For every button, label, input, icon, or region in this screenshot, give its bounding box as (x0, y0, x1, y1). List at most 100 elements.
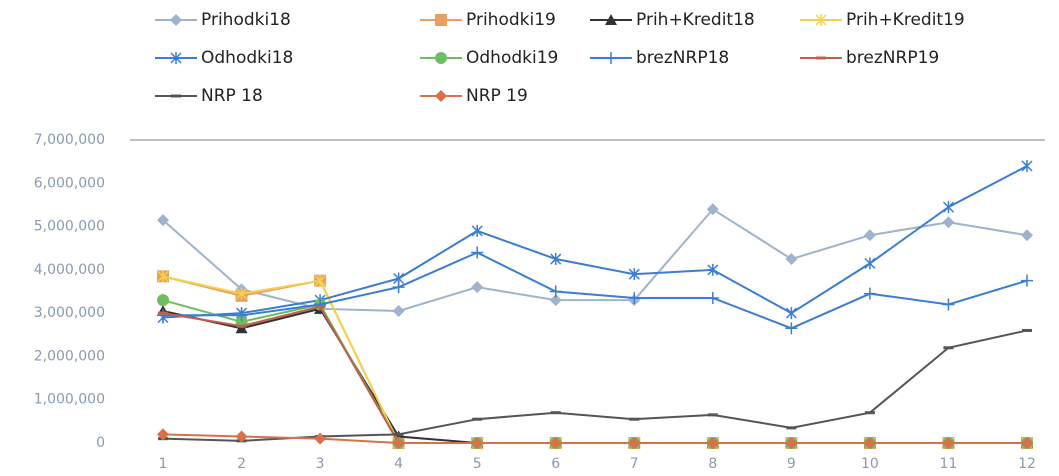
data-point (550, 253, 562, 266)
x-tick-label: 2 (237, 456, 246, 472)
data-point (157, 294, 169, 307)
data-point (235, 430, 248, 443)
data-point (786, 426, 797, 430)
legend-marker (605, 52, 617, 64)
y-tick-label: 7,000,000 (34, 132, 105, 148)
data-point (785, 437, 798, 449)
data-point (235, 309, 248, 322)
y-tick-label: 0 (96, 435, 105, 451)
x-tick-label: 5 (473, 456, 482, 472)
data-point (471, 437, 484, 449)
legend-label: NRP 18 (201, 86, 263, 106)
data-point (549, 437, 562, 449)
data-point (943, 346, 954, 350)
series-line (162, 305, 1027, 444)
data-point (1021, 274, 1033, 287)
data-point (628, 291, 641, 304)
data-point (1021, 437, 1033, 449)
x-tick-label: 8 (708, 456, 717, 472)
y-tick-label: 6,000,000 (34, 175, 105, 191)
data-point (472, 417, 483, 421)
data-point (550, 411, 561, 415)
data-point (785, 253, 798, 266)
data-point (707, 413, 718, 417)
legend-marker (435, 52, 447, 64)
x-tick-label: 11 (940, 456, 958, 472)
data-point (549, 294, 562, 307)
data-point (1021, 159, 1033, 172)
legend-label: brezNRP18 (636, 48, 729, 68)
data-point (157, 214, 169, 227)
x-tick-label: 9 (787, 456, 796, 472)
data-point (392, 437, 405, 449)
y-tick-label: 5,000,000 (34, 219, 105, 235)
data-point (236, 324, 247, 328)
y-tick-label: 4,000,000 (34, 262, 105, 278)
legend-label: Odhodki18 (201, 48, 293, 68)
y-tick-label: 1,000,000 (34, 392, 105, 408)
data-point (706, 437, 719, 449)
data-point (942, 201, 954, 214)
data-point (471, 281, 484, 294)
data-point (942, 437, 955, 449)
data-point (549, 285, 562, 298)
series-line (162, 299, 1027, 444)
data-point (785, 307, 797, 320)
legend-label: Prihodki19 (466, 10, 556, 30)
x-tick-label: 12 (1018, 456, 1036, 472)
legend-marker (605, 14, 617, 25)
data-point (393, 432, 404, 436)
series-line (163, 251, 1028, 330)
data-point (314, 432, 327, 445)
data-point (157, 428, 169, 441)
data-point (236, 287, 248, 300)
x-tick-label: 4 (394, 456, 403, 472)
legend-marker (816, 56, 826, 60)
series-line (162, 329, 1028, 442)
data-point (157, 309, 169, 322)
data-point (942, 216, 955, 229)
legend-marker (171, 94, 181, 98)
y-tick-label: 2,000,000 (34, 348, 105, 364)
data-point (863, 437, 876, 449)
x-tick-label: 6 (551, 456, 560, 472)
data-point (629, 417, 640, 421)
data-point (392, 281, 405, 294)
data-point (706, 291, 719, 304)
legend-label: Prihodki18 (201, 10, 291, 30)
data-point (314, 274, 326, 287)
legend-label: Odhodki19 (466, 48, 558, 68)
x-tick-label: 10 (861, 456, 879, 472)
y-tick-label: 3,000,000 (34, 305, 105, 321)
data-point (628, 268, 640, 281)
data-point (785, 322, 798, 335)
legend-marker (435, 14, 447, 26)
x-tick-label: 1 (159, 456, 168, 472)
x-tick-label: 3 (316, 456, 325, 472)
data-point (1022, 328, 1032, 332)
series-line (162, 433, 1027, 444)
data-point (157, 270, 169, 283)
data-point (628, 437, 641, 449)
legend-label: NRP 19 (466, 86, 528, 106)
series-line (162, 307, 1027, 444)
data-point (863, 287, 876, 300)
data-point (864, 257, 876, 270)
legend-label: brezNRP19 (846, 48, 939, 68)
data-point (864, 411, 875, 415)
data-point (707, 263, 719, 276)
x-tick-label: 7 (630, 456, 639, 472)
data-point (315, 305, 326, 309)
legend-marker (170, 14, 182, 26)
legend-marker (170, 52, 182, 64)
data-point (471, 246, 484, 259)
data-point (392, 304, 405, 317)
data-point (942, 298, 955, 311)
legend-marker (815, 14, 827, 26)
legend-label: Prih+Kredit18 (636, 10, 755, 30)
legend-marker (435, 90, 447, 102)
data-point (1021, 229, 1033, 242)
data-point (706, 203, 719, 216)
legend-label: Prih+Kredit19 (846, 10, 965, 30)
